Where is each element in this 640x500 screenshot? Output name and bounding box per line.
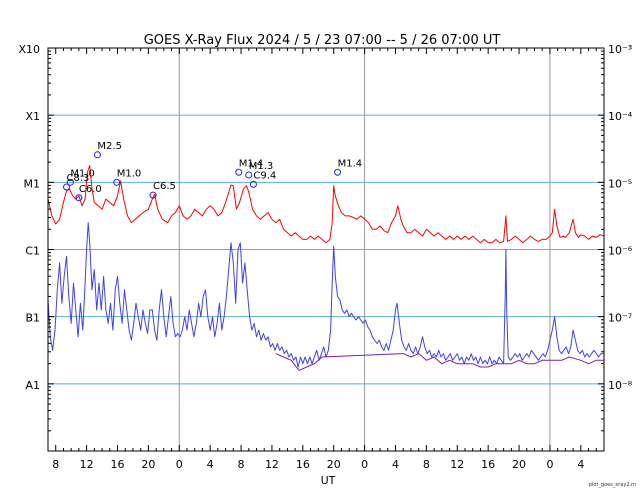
right-axis-label-0: 10⁻³	[608, 43, 632, 56]
axis-labels: C8.3M1.0C6.0M2.5M1.0C6.5M1.4M1.3C9.4M1.4…	[18, 43, 632, 471]
flare-label-5: C6.5	[153, 181, 176, 192]
flare-marker-0	[63, 183, 71, 191]
x-tick-label-6: 8	[238, 458, 245, 471]
x-tick-label-3: 20	[141, 458, 155, 471]
chart-title: GOES X-Ray Flux 2024 / 5 / 23 07:00 -- 5…	[144, 33, 501, 48]
series-lines	[47, 165, 605, 371]
series-line-2	[275, 353, 604, 371]
x-tick-label-0: 8	[52, 458, 59, 471]
footer-filename: plot_goes_xray2.m	[589, 482, 636, 488]
flare-marker-7	[245, 171, 253, 179]
flare-label-2: C6.0	[79, 184, 102, 195]
x-tick-label-12: 8	[423, 458, 430, 471]
x-tick-label-10: 0	[361, 458, 368, 471]
x-tick-label-14: 16	[481, 458, 495, 471]
right-axis-label-5: 10⁻⁸	[608, 379, 633, 392]
flare-marker-1	[66, 178, 74, 186]
x-tick-label-1: 12	[80, 458, 94, 471]
flare-marker-9	[334, 168, 342, 176]
flare-label-7: M1.3	[249, 161, 274, 172]
x-tick-label-8: 16	[296, 458, 310, 471]
flare-label-8: C9.4	[253, 170, 276, 181]
series-line-0	[47, 165, 605, 244]
class-label-5: A1	[25, 379, 40, 392]
class-label-0: X10	[18, 43, 40, 56]
x-tick-label-7: 12	[265, 458, 279, 471]
flare-label-9: M1.4	[338, 158, 363, 169]
grid-lines	[48, 48, 604, 451]
class-label-4: B1	[25, 312, 40, 325]
series-line-1	[47, 222, 604, 368]
class-label-1: X1	[25, 110, 40, 123]
flare-marker-6	[235, 168, 243, 176]
flare-label-3: M2.5	[97, 141, 122, 152]
flare-label-0: C8.3	[67, 173, 90, 184]
flare-label-1: M1.0	[70, 168, 95, 179]
x-tick-label-13: 12	[450, 458, 464, 471]
class-label-2: M1	[24, 177, 41, 190]
x-tick-label-4: 0	[176, 458, 183, 471]
class-label-3: C1	[25, 245, 40, 258]
flare-markers	[63, 151, 342, 202]
right-axis-label-2: 10⁻⁵	[608, 177, 632, 190]
flare-label-6: M1.4	[239, 158, 264, 169]
x-tick-label-9: 20	[327, 458, 341, 471]
right-axis-label-4: 10⁻⁷	[608, 312, 632, 325]
x-tick-label-15: 20	[512, 458, 526, 471]
flare-marker-3	[93, 151, 101, 159]
x-tick-label-2: 16	[111, 458, 125, 471]
plot-area: C8.3M1.0C6.0M2.5M1.0C6.5M1.4M1.3C9.4M1.4…	[18, 43, 632, 471]
x-axis-title: UT	[321, 474, 336, 487]
x-tick-label-17: 4	[577, 458, 584, 471]
right-axis-label-1: 10⁻⁴	[608, 110, 633, 123]
x-tick-label-5: 4	[207, 458, 214, 471]
flare-marker-2	[75, 194, 83, 202]
x-tick-label-16: 0	[546, 458, 553, 471]
right-axis-label-3: 10⁻⁶	[608, 245, 633, 258]
flare-marker-5	[149, 191, 157, 199]
flare-marker-4	[113, 178, 121, 186]
flare-label-4: M1.0	[117, 168, 142, 179]
x-tick-label-11: 4	[392, 458, 399, 471]
axis-ticks	[47, 48, 605, 452]
flare-marker-8	[249, 180, 257, 188]
